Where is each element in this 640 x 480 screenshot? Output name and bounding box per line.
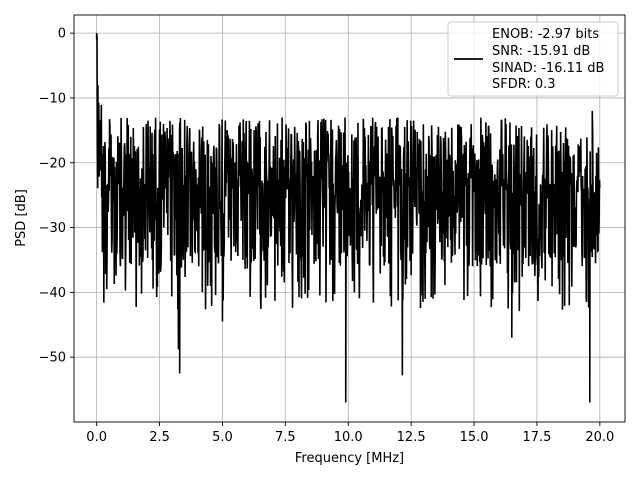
y-tick-label: −10 xyxy=(39,91,66,106)
y-tick-label: 0 xyxy=(58,27,66,42)
y-tick-label: −20 xyxy=(39,156,66,171)
x-tick-label: 7.5 xyxy=(275,430,296,445)
x-tick-label: 20.0 xyxy=(585,430,614,445)
legend-sinad: SINAD: -16.11 dB xyxy=(492,61,604,76)
x-tick-label: 10.0 xyxy=(334,430,363,445)
ticks xyxy=(70,32,601,426)
x-tick-label: 0.0 xyxy=(86,430,107,445)
psd-trace xyxy=(95,33,601,403)
y-tick-label: −40 xyxy=(39,286,66,301)
trace-layer xyxy=(95,33,601,403)
y-tick-label: −30 xyxy=(39,221,66,236)
x-axis-label: Frequency [MHz] xyxy=(295,451,404,466)
y-tick-label: −50 xyxy=(39,351,66,366)
legend-snr: SNR: -15.91 dB xyxy=(492,44,590,59)
y-axis-label: PSD [dB] xyxy=(14,189,29,247)
x-tick-label: 17.5 xyxy=(522,430,551,445)
x-tick-label: 12.5 xyxy=(397,430,426,445)
legend-enob: ENOB: -2.97 bits xyxy=(492,27,599,42)
plot-frame xyxy=(73,14,626,423)
legend-box xyxy=(447,21,619,97)
legend-sfdr: SFDR: 0.3 xyxy=(492,77,556,92)
x-tick-label: 5.0 xyxy=(212,430,233,445)
legend: ENOB: -2.97 bits SNR: -15.91 dB SINAD: -… xyxy=(447,21,619,97)
x-tick-label: 2.5 xyxy=(149,430,170,445)
x-tick-label: 15.0 xyxy=(460,430,489,445)
tick-labels: 0.0 2.5 5.0 7.5 10.0 12.5 15.0 17.5 20.0 0 −10 −20 −… xyxy=(39,27,615,445)
